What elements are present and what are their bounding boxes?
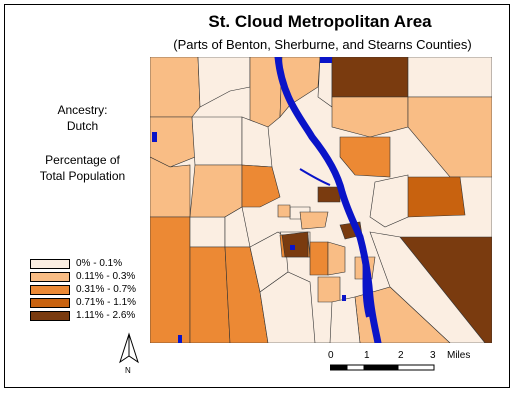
- tract: [150, 57, 201, 118]
- legend-label: 0.31% - 0.7%: [76, 284, 137, 295]
- tract: [189, 216, 226, 248]
- ancestry-value: Dutch: [66, 119, 99, 133]
- lake: [320, 57, 332, 63]
- map-frame: [4, 4, 510, 388]
- legend-label: 0% - 0.1%: [76, 258, 123, 269]
- tract: [150, 156, 191, 218]
- tract: [327, 241, 346, 276]
- tract: [339, 136, 391, 178]
- tract: [150, 216, 191, 343]
- legend-item: 0% - 0.1%: [30, 257, 136, 270]
- legend-swatch: [30, 258, 70, 269]
- ancestry-label: Ancestry:: [57, 103, 108, 117]
- tract: [331, 96, 409, 138]
- tract: [317, 186, 341, 203]
- lake: [290, 245, 295, 250]
- tract: [309, 241, 329, 276]
- legend-label: 0.11% - 0.3%: [76, 271, 136, 282]
- tract: [399, 176, 466, 218]
- tract: [329, 296, 361, 343]
- scale-unit: Miles: [447, 350, 471, 361]
- lake: [342, 295, 346, 301]
- tract: [369, 231, 486, 343]
- scale-tick-label: 0: [328, 350, 334, 361]
- tributary: [299, 168, 331, 186]
- tract: [197, 57, 251, 108]
- tract: [191, 116, 243, 166]
- legend-swatch: [30, 310, 70, 321]
- river-channel: [362, 256, 370, 318]
- legend-swatch: [30, 297, 70, 308]
- tract: [150, 116, 196, 168]
- tract: [407, 96, 492, 178]
- legend-item: 0.31% - 0.7%: [30, 283, 136, 296]
- scale-tick-label: 1: [364, 350, 370, 361]
- tract: [299, 211, 329, 230]
- north-arrow-icon: [119, 332, 139, 364]
- tract: [249, 57, 283, 128]
- map-subtitle: (Parts of Benton, Sherburne, and Stearns…: [173, 37, 472, 52]
- scale-bar: [330, 364, 435, 371]
- tract: [407, 57, 492, 98]
- scale-tick-label: 3: [430, 350, 436, 361]
- legend-swatch: [30, 271, 70, 282]
- measure-label-line2: Total Population: [39, 169, 126, 183]
- tract: [369, 174, 409, 228]
- legend-item: 0.71% - 1.1%: [30, 296, 136, 309]
- lake: [178, 335, 182, 343]
- legend-item: 0.11% - 0.3%: [30, 270, 136, 283]
- measure-label-line1: Percentage of: [45, 153, 120, 167]
- north-label: N: [125, 366, 131, 375]
- tract: [259, 271, 316, 343]
- mississippi-river: [274, 57, 382, 343]
- choropleth-map: [150, 57, 492, 343]
- tract: [331, 57, 409, 98]
- legend-item: 1.11% - 2.6%: [30, 309, 136, 322]
- tract: [189, 246, 231, 343]
- tract: [189, 164, 243, 218]
- legend: 0% - 0.1% 0.11% - 0.3% 0.31% - 0.7% 0.71…: [30, 257, 136, 322]
- tract: [317, 276, 341, 303]
- tract: [277, 204, 291, 218]
- map-title: St. Cloud Metropolitan Area: [208, 12, 432, 31]
- legend-label: 0.71% - 1.1%: [76, 297, 137, 308]
- legend-label: 1.11% - 2.6%: [76, 310, 136, 321]
- tract: [241, 164, 281, 208]
- lake: [152, 132, 157, 142]
- legend-swatch: [30, 284, 70, 295]
- tract: [281, 231, 309, 258]
- scale-tick-label: 2: [398, 350, 404, 361]
